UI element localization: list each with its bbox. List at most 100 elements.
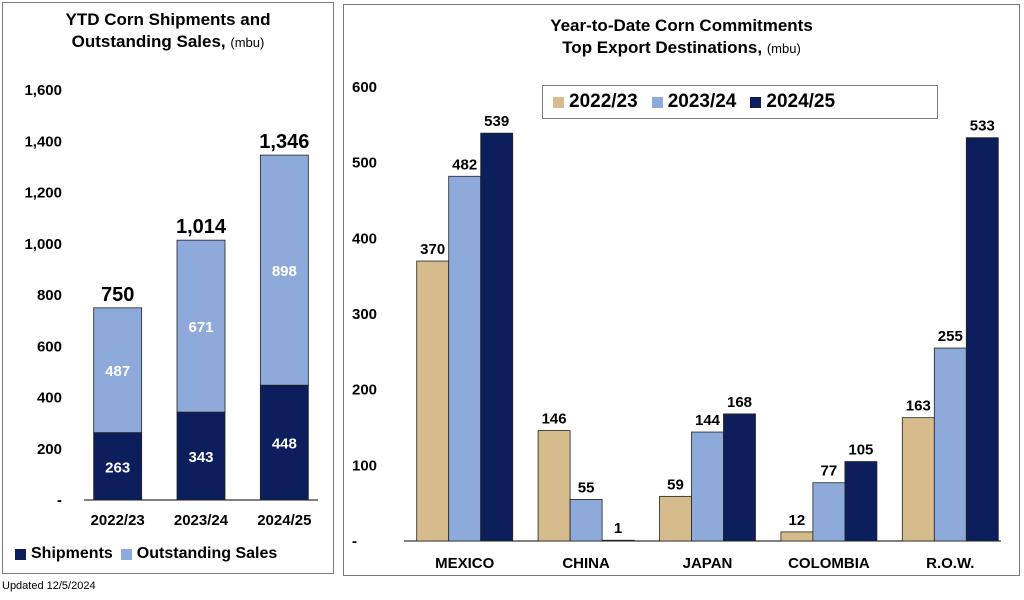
legend-label-outstanding: Outstanding Sales bbox=[136, 545, 278, 562]
legend-swatch-2023-24 bbox=[651, 96, 663, 108]
total-label: 1,346 bbox=[259, 131, 309, 153]
data-label: 168 bbox=[727, 394, 752, 411]
data-label: 539 bbox=[484, 113, 509, 130]
bar bbox=[844, 461, 878, 542]
legend-label-shipments: Shipments bbox=[31, 545, 113, 562]
legend-item-outstanding: Outstanding Sales bbox=[120, 545, 278, 563]
bar-segment bbox=[93, 432, 143, 501]
y-tick-label: 100 bbox=[352, 457, 377, 474]
bar bbox=[965, 137, 999, 542]
bar-segment bbox=[176, 411, 226, 501]
bar bbox=[901, 417, 935, 542]
data-label: 482 bbox=[452, 156, 477, 173]
y-tick-label: 200 bbox=[37, 441, 62, 458]
y-tick-label: 500 bbox=[352, 155, 377, 172]
left-legend: Shipments Outstanding Sales bbox=[15, 545, 277, 563]
bar bbox=[659, 495, 692, 542]
x-tick-label: MEXICO bbox=[435, 555, 495, 572]
data-label: 448 bbox=[272, 436, 297, 453]
y-tick-label: - bbox=[57, 492, 62, 509]
x-tick-label: JAPAN bbox=[683, 555, 733, 572]
data-label: 12 bbox=[789, 512, 806, 529]
data-label: 671 bbox=[188, 319, 213, 336]
right-chart-title-line2: Top Export Destinations, (mbu) bbox=[344, 37, 1019, 60]
data-label: 105 bbox=[848, 442, 873, 459]
bar bbox=[933, 347, 967, 542]
data-label: 898 bbox=[272, 263, 297, 280]
bar bbox=[448, 175, 482, 542]
data-label: 533 bbox=[970, 118, 995, 135]
y-tick-label: 200 bbox=[352, 382, 377, 399]
y-tick-label: 1,000 bbox=[24, 236, 62, 253]
right-chart-title: Year-to-Date Corn Commitments Top Export… bbox=[344, 15, 1019, 60]
right-chart-title-text: Top Export Destinations, bbox=[562, 38, 763, 57]
right-legend: 2022/23 2023/24 2024/25 bbox=[542, 85, 938, 119]
data-label: 77 bbox=[821, 463, 838, 480]
data-label: 55 bbox=[578, 479, 595, 496]
data-label: 487 bbox=[105, 363, 130, 380]
y-tick-label: 600 bbox=[37, 338, 62, 355]
data-label: 343 bbox=[188, 449, 213, 466]
legend-swatch-2024-25 bbox=[750, 96, 762, 108]
bar bbox=[691, 431, 724, 542]
data-label: 163 bbox=[906, 398, 931, 415]
shipments-chart-panel: YTD Corn Shipments and Outstanding Sales… bbox=[2, 2, 334, 574]
footnote: Updated 12/5/2024 bbox=[2, 580, 96, 592]
bar bbox=[537, 430, 571, 542]
x-tick-label: R.O.W. bbox=[926, 555, 974, 572]
legend-label-2022-23: 2022/23 bbox=[569, 91, 638, 112]
total-label: 1,014 bbox=[176, 216, 227, 238]
bar bbox=[812, 482, 846, 542]
y-tick-label: 1,400 bbox=[24, 133, 62, 150]
y-tick-label: 1,200 bbox=[24, 185, 62, 202]
y-tick-label: 600 bbox=[352, 79, 377, 96]
left-chart-title-line2: Outstanding Sales, (mbu) bbox=[3, 31, 333, 54]
legend-label-2023-24: 2023/24 bbox=[667, 91, 737, 112]
data-label: 255 bbox=[938, 328, 963, 345]
bar bbox=[780, 531, 814, 542]
left-chart-title-line1: YTD Corn Shipments and bbox=[65, 10, 271, 29]
right-chart-title-line1: Year-to-Date Corn Commitments bbox=[550, 16, 813, 35]
data-label: 144 bbox=[695, 412, 721, 429]
bar bbox=[569, 498, 603, 542]
bar bbox=[416, 260, 450, 542]
shipments-chart-svg: - 200 400 600 800 1,000 1,200 1,400 1,600 263 487 7… bbox=[24, 82, 318, 529]
data-label: 1 bbox=[614, 520, 622, 537]
x-tick-label: COLOMBIA bbox=[788, 555, 870, 572]
y-tick-label: - bbox=[352, 533, 357, 550]
left-chart-unit: (mbu) bbox=[230, 35, 265, 50]
legend-swatch-2022-23 bbox=[553, 96, 564, 108]
legend-swatch-outstanding bbox=[120, 548, 132, 560]
x-tick-label: 2024/25 bbox=[257, 512, 311, 529]
left-chart-title-text: Outstanding Sales, bbox=[71, 32, 226, 51]
bar bbox=[723, 413, 756, 542]
right-chart-unit: (mbu) bbox=[766, 41, 801, 56]
bar-segment bbox=[176, 239, 226, 413]
bar-segment bbox=[259, 154, 309, 386]
bar bbox=[480, 132, 514, 542]
y-tick-label: 400 bbox=[37, 390, 62, 407]
bar-segment bbox=[259, 384, 309, 501]
legend-item-shipments: Shipments bbox=[15, 545, 113, 563]
y-tick-label: 800 bbox=[37, 287, 62, 304]
x-tick-label: CHINA bbox=[562, 555, 610, 572]
legend-item-2022-23: 2022/23 bbox=[553, 91, 638, 113]
y-tick-label: 400 bbox=[352, 230, 377, 247]
legend-label-2024-25: 2024/25 bbox=[766, 91, 836, 112]
commitments-chart-svg: - 100 200 300 400 500 600 370 482 539 MEXICO 146 55 1… bbox=[352, 79, 1001, 572]
x-tick-label: 2022/23 bbox=[91, 512, 145, 529]
legend-item-2023-24: 2023/24 bbox=[651, 91, 737, 113]
total-label: 750 bbox=[101, 284, 134, 306]
x-tick-label: 2023/24 bbox=[174, 512, 229, 529]
bar-segment bbox=[93, 307, 143, 434]
data-label: 370 bbox=[420, 241, 445, 258]
data-label: 263 bbox=[105, 459, 130, 476]
y-tick-label: 1,600 bbox=[24, 82, 62, 99]
data-label: 59 bbox=[667, 476, 684, 493]
bar bbox=[601, 539, 635, 542]
legend-item-2024-25: 2024/25 bbox=[750, 91, 835, 113]
commitments-chart-panel: Year-to-Date Corn Commitments Top Export… bbox=[343, 4, 1020, 576]
y-tick-label: 300 bbox=[352, 306, 377, 323]
legend-swatch-shipments bbox=[15, 548, 26, 560]
data-label: 146 bbox=[542, 411, 567, 428]
